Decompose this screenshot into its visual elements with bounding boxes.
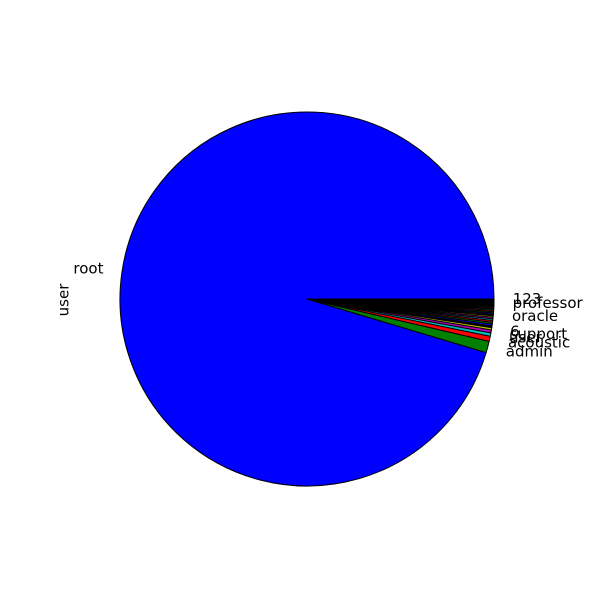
pie-label-admin: admin bbox=[506, 342, 553, 360]
pie-slice-123 bbox=[306, 298, 495, 301]
pie-label-123: 123 bbox=[513, 290, 542, 308]
pie-label-6: 6 bbox=[510, 322, 520, 340]
pie-label-professor: professor bbox=[513, 294, 584, 312]
pie-slices bbox=[119, 111, 495, 487]
pie-label-root: root bbox=[73, 260, 103, 278]
y-axis-label: user bbox=[55, 283, 73, 317]
pie-label-acoustic: acoustic bbox=[508, 333, 570, 351]
pie-labels: root adminacousticusersupport6oracleprofe… bbox=[73, 260, 583, 361]
pie-label-oracle: oracle bbox=[512, 307, 558, 325]
pie-label-support: support bbox=[510, 325, 568, 343]
pie-label-user: user bbox=[509, 329, 543, 347]
